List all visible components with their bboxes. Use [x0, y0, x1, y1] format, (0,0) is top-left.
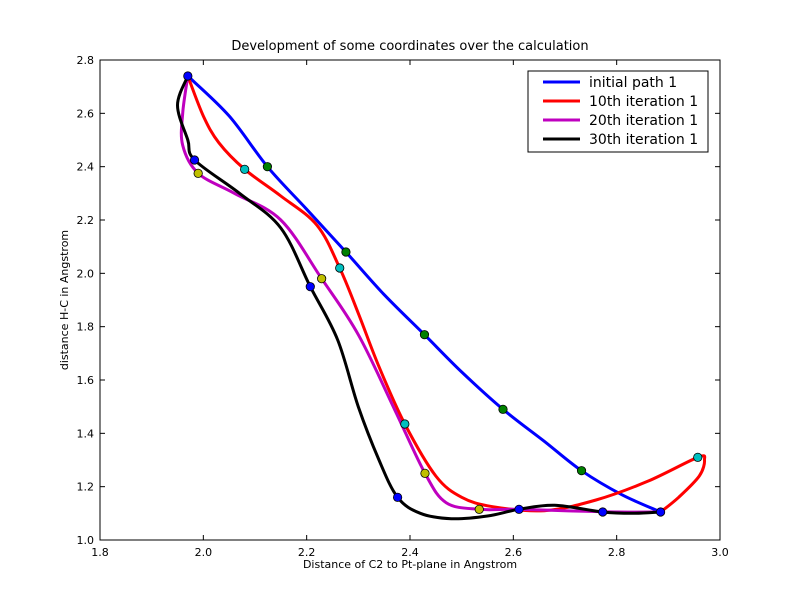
y-tick-label: 1.6: [77, 374, 95, 387]
data-point-s3-2: [317, 274, 327, 284]
x-tick-label: 1.8: [91, 546, 109, 559]
data-point-s2-1: [240, 164, 250, 174]
x-tick-label: 2.6: [505, 546, 523, 559]
y-axis-label: distance H-C in Angstrom: [58, 230, 71, 370]
data-point-s2-4: [693, 452, 703, 462]
x-axis-label: Distance of C2 to Pt-plane in Angstrom: [303, 558, 517, 571]
data-point-s4-4: [392, 492, 403, 502]
ticks-layer: 1.8 2.0 2.2 2.4 2.6 2.8 3.0 1.0 1.2 1.4 1.6 1.8 2.0 2…: [77, 54, 729, 559]
y-tick-label: 2.6: [77, 107, 95, 120]
data-point-s4-6: [598, 507, 608, 517]
data-point-s1-5: [576, 466, 587, 476]
x-tick-label: 2.8: [608, 546, 626, 559]
y-tick-label: 1.2: [77, 481, 95, 494]
data-point-s3-1: [193, 168, 203, 178]
legend-label-4: 30th iteration 1: [589, 132, 698, 148]
y-tick-label: 1.0: [77, 534, 95, 547]
data-point-s3-4: [474, 504, 484, 514]
legend-label-1: initial path 1: [589, 75, 677, 91]
legend-label-3: 20th iteration 1: [589, 113, 698, 129]
data-point-s1-1: [262, 162, 272, 172]
points-layer: [183, 71, 703, 517]
y-tick-label: 1.8: [77, 321, 95, 334]
data-point-s3-3: [420, 468, 430, 478]
data-point-s4-7: [655, 507, 666, 517]
y-tick-label: 2.4: [77, 161, 95, 174]
legend-label-2: 10th iteration 1: [589, 94, 698, 110]
data-point-s2-3: [400, 419, 410, 429]
data-point-s1-3: [419, 330, 430, 340]
data-point-s4-5: [514, 504, 524, 514]
series-line-2: [186, 75, 707, 514]
data-point-s4-1: [183, 71, 193, 81]
data-point-s4-3: [305, 282, 315, 292]
y-tick-label: 2.2: [77, 214, 95, 227]
data-point-s1-4: [498, 404, 508, 414]
x-tick-label: 2.4: [401, 546, 419, 559]
x-tick-label: 2.2: [298, 546, 316, 559]
legend: initial path 1 10th iteration 1 20th itera…: [527, 70, 709, 153]
x-tick-label: 3.0: [711, 546, 729, 559]
data-point-s2-2: [335, 263, 345, 273]
y-tick-label: 1.4: [77, 427, 95, 440]
chart-title: Development of some coordinates over the…: [231, 39, 588, 54]
data-point-s1-2: [341, 247, 351, 257]
x-tick-label: 2.0: [195, 546, 213, 559]
data-point-s4-2: [189, 155, 200, 165]
series-line-3: [179, 75, 661, 514]
y-tick-label: 2.0: [77, 267, 95, 280]
y-tick-label: 2.8: [77, 54, 95, 67]
